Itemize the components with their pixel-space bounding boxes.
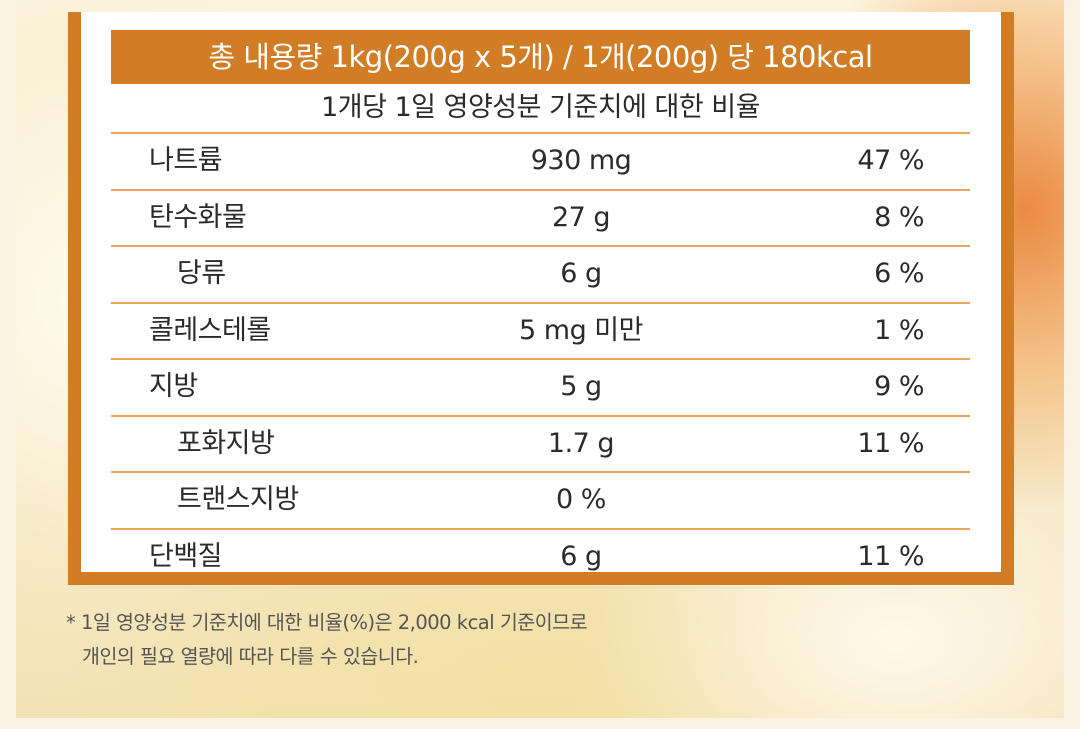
nutrient-name: 당류 (177, 258, 226, 289)
nutrient-name: 트랜스지방 (177, 484, 299, 515)
nutrient-percent: 1 % (874, 314, 924, 346)
nutrient-amount: 5 mg 미만 (519, 314, 643, 346)
nutrient-row-cholesterol: 콜레스테롤 5 mg 미만 1 % (111, 304, 970, 360)
nutrient-table: 나트륨 930 mg 47 % 탄수화물 27 g 8 % 당류 6 g 6 %… (111, 134, 970, 584)
daily-value-subheader: 1개당 1일 영양성분 기준치에 대한 비율 (111, 84, 970, 134)
footnote-line-1: * 1일 영양성분 기준치에 대한 비율(%)은 2,000 kcal 기준이므… (66, 611, 588, 634)
nutrient-percent: 11 % (857, 427, 924, 459)
nutrient-row-protein: 단백질 6 g 11 % (111, 530, 970, 585)
daily-value-footnote: * 1일 영양성분 기준치에 대한 비율(%)은 2,000 kcal 기준이므… (66, 606, 588, 674)
nutrient-amount: 5 g (560, 371, 602, 402)
nutrient-amount: 27 g (551, 201, 611, 233)
nutrient-percent: 47 % (857, 145, 924, 176)
nutrient-amount: 0 % (556, 484, 606, 515)
nutrient-percent: 11 % (857, 540, 924, 572)
nutrient-percent: 8 % (874, 201, 924, 233)
footnote-line-2: 개인의 필요 열량에 따라 다를 수 있습니다. (82, 645, 419, 668)
nutrient-name: 포화지방 (177, 427, 275, 459)
nutrient-amount: 930 mg (530, 145, 632, 176)
total-content-header: 총 내용량 1kg(200g x 5개) / 1개(200g) 당 180kca… (111, 30, 970, 84)
nutrient-row-sugars: 당류 6 g 6 % (111, 247, 970, 304)
nutrient-name: 지방 (149, 371, 198, 402)
nutrition-facts-panel: 총 내용량 1kg(200g x 5개) / 1개(200g) 당 180kca… (68, 12, 1014, 585)
nutrient-percent: 6 % (874, 258, 924, 289)
nutrient-name: 나트륨 (149, 145, 223, 176)
nutrient-percent: 9 % (874, 371, 924, 402)
nutrient-amount: 1.7 g (547, 427, 615, 459)
nutrient-row-sodium: 나트륨 930 mg 47 % (111, 134, 970, 191)
nutrient-amount: 6 g (560, 540, 602, 572)
nutrient-row-fat: 지방 5 g 9 % (111, 360, 970, 417)
nutrient-amount: 6 g (560, 258, 602, 289)
nutrient-row-trans-fat: 트랜스지방 0 % (111, 473, 970, 530)
nutrient-row-saturated-fat: 포화지방 1.7 g 11 % (111, 417, 970, 473)
nutrient-row-carbohydrate: 탄수화물 27 g 8 % (111, 191, 970, 247)
nutrient-name: 단백질 (149, 540, 223, 572)
nutrient-name: 탄수화물 (149, 201, 247, 233)
nutrient-name: 콜레스테롤 (149, 314, 271, 346)
